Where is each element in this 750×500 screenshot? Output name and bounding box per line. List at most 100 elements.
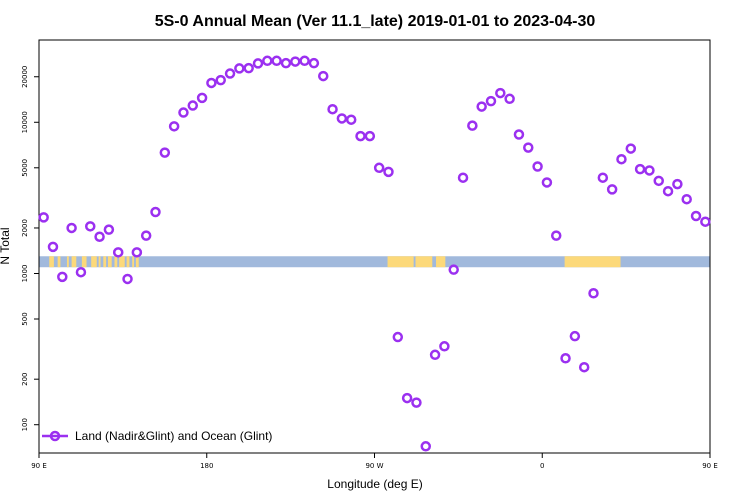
data-point [504, 93, 515, 105]
land-span [564, 256, 621, 268]
y-tick-label: 200 [21, 373, 29, 386]
land-span [126, 256, 130, 268]
x-tick-label: 90 E [31, 462, 47, 470]
legend: Land (Nadir&Glint) and Ocean (Glint) [42, 429, 272, 443]
data-point [644, 165, 655, 176]
land-span [98, 256, 101, 268]
data-point [224, 68, 236, 79]
land-span [66, 256, 69, 268]
data-point [457, 172, 469, 183]
data-point [392, 331, 404, 343]
data-point [75, 266, 87, 278]
data-point [364, 130, 376, 142]
data-point [103, 224, 115, 235]
data-point [327, 103, 338, 115]
y-axis-label: N Total [0, 227, 12, 264]
data-point [690, 210, 702, 222]
data-point [112, 247, 124, 258]
y-tick-label: 100 [21, 418, 29, 431]
data-point [467, 120, 478, 131]
data-point [355, 130, 366, 142]
data-point [159, 147, 171, 158]
land-span [119, 256, 125, 268]
data-point [606, 184, 618, 195]
legend-label: Land (Nadir&Glint) and Ocean (Glint) [75, 429, 272, 443]
data-point [85, 221, 96, 232]
data-point [66, 222, 77, 234]
data-point [411, 397, 422, 408]
data-point [290, 56, 301, 67]
land-span [132, 256, 135, 268]
data-point [429, 349, 441, 361]
land-span [107, 256, 112, 268]
data-point [476, 101, 487, 112]
data-point [681, 193, 692, 205]
data-series [38, 55, 711, 452]
data-point [383, 166, 394, 178]
data-point [252, 58, 264, 69]
data-point [215, 74, 226, 86]
data-point [495, 87, 506, 99]
data-point [448, 264, 459, 275]
data-point [150, 206, 161, 218]
data-point [569, 330, 581, 342]
x-axis-ticks: 90 E 180 90 W 0 90 E [31, 453, 718, 470]
x-tick-label: 180 [200, 462, 213, 470]
data-point [541, 177, 553, 188]
data-point [271, 55, 282, 67]
y-tick-label: 20000 [21, 66, 29, 88]
data-point [168, 121, 180, 132]
data-point [336, 113, 348, 124]
data-point [700, 216, 711, 227]
land-span [436, 256, 446, 268]
data-point [523, 142, 534, 153]
data-point [485, 95, 497, 107]
y-tick-label: 5000 [21, 159, 29, 177]
data-point [122, 273, 133, 285]
data-point [262, 55, 273, 67]
y-tick-label: 1000 [21, 265, 29, 283]
data-point [401, 392, 413, 404]
land-span [387, 256, 414, 268]
data-point [625, 143, 637, 154]
data-point [662, 185, 674, 197]
data-point [243, 62, 254, 74]
y-tick-label: 500 [21, 312, 29, 325]
data-point [634, 163, 646, 175]
y-tick-label: 2000 [21, 219, 29, 237]
land-span [71, 256, 77, 268]
chart-title: 5S-0 Annual Mean (Ver 11.1_late) 2019-01… [155, 13, 596, 30]
data-point [187, 100, 199, 111]
data-point [94, 231, 105, 242]
data-point [373, 162, 385, 174]
data-point [280, 57, 292, 69]
plot-frame [38, 39, 711, 454]
land-span [114, 256, 118, 268]
land-span [57, 256, 61, 268]
x-tick-label: 90 W [365, 462, 383, 470]
data-point [672, 178, 683, 190]
data-point [560, 353, 571, 364]
data-point [131, 247, 143, 258]
data-point [550, 230, 562, 241]
data-point [420, 441, 432, 452]
data-point [299, 55, 310, 67]
data-point [439, 341, 450, 352]
land-span [49, 256, 54, 268]
data-point [308, 57, 320, 69]
legend-marker [49, 430, 61, 442]
data-point [597, 172, 609, 183]
land-span [103, 256, 107, 268]
data-point [38, 212, 49, 223]
data-point [234, 63, 245, 74]
land-span [415, 256, 433, 268]
data-point [532, 161, 543, 172]
data-point [616, 153, 627, 165]
x-axis-label: Longitude (deg E) [327, 477, 422, 491]
data-point [588, 288, 599, 299]
data-point [578, 361, 590, 373]
data-point [513, 129, 525, 140]
x-tick-label: 90 E [702, 462, 718, 470]
ocean-band [39, 256, 710, 268]
x-tick-label: 0 [540, 462, 544, 470]
